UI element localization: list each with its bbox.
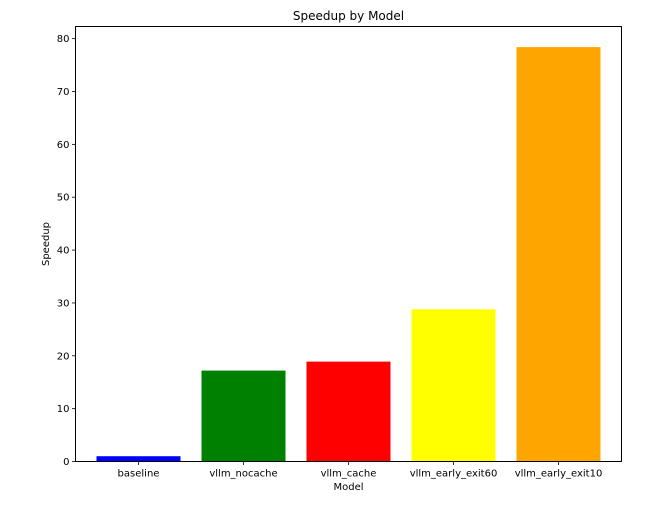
x-tick-label: vllm_early_exit10 <box>515 469 603 480</box>
chart-title: Speedup by Model <box>293 9 404 23</box>
x-axis: baseline vllm_nocache vllm_cache vllm_early… <box>118 461 603 480</box>
y-tick-label: 10 <box>57 404 70 415</box>
y-tick-label: 0 <box>63 457 69 468</box>
plot-frame <box>75 26 622 462</box>
bar-vllm_early_exit10 <box>516 47 601 462</box>
x-tick-label: baseline <box>118 469 160 480</box>
y-tick-label: 60 <box>57 140 70 151</box>
bar-vllm_nocache <box>201 370 286 462</box>
bar-vllm_early_exit60 <box>411 309 496 462</box>
y-tick-label: 80 <box>57 34 70 45</box>
bar-baseline <box>96 456 181 462</box>
y-axis: 0 10 20 30 40 50 60 70 80 <box>57 34 76 468</box>
bars-group <box>96 47 601 462</box>
y-tick-label: 20 <box>57 351 70 362</box>
y-axis-label: Speedup <box>41 222 52 266</box>
x-tick-label: vllm_cache <box>321 469 377 480</box>
y-tick-label: 30 <box>57 298 70 309</box>
x-tick-label: vllm_early_exit60 <box>410 469 498 480</box>
y-tick-label: 40 <box>57 246 70 257</box>
y-tick-label: 50 <box>57 193 70 204</box>
x-axis-label: Model <box>333 482 363 493</box>
x-tick-label: vllm_nocache <box>209 469 277 480</box>
bar-vllm_cache <box>306 361 391 462</box>
y-tick-label: 70 <box>57 87 70 98</box>
